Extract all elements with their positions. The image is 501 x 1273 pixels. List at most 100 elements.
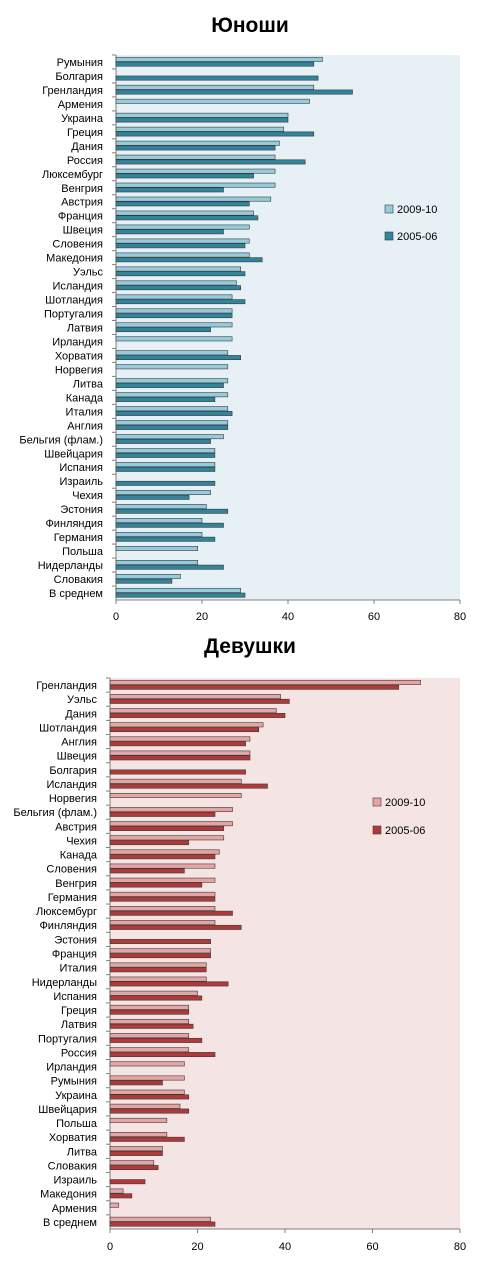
bar-series1 — [109, 1216, 211, 1222]
category-label: Литва — [73, 378, 104, 390]
x-tick-label: 0 — [107, 1241, 113, 1253]
bar-series2 — [109, 1193, 133, 1199]
bar-series1 — [109, 877, 216, 883]
category-label: Ирландия — [52, 336, 103, 348]
bar-series2 — [109, 995, 203, 1001]
category-label: Швеция — [63, 225, 103, 237]
bar-series2 — [115, 187, 224, 193]
category-label: Армения — [58, 99, 103, 111]
legend-label: 2009-10 — [397, 204, 437, 216]
bar-series1 — [115, 322, 233, 328]
bar-series1 — [115, 560, 198, 565]
category-label: Венгрия — [55, 878, 97, 890]
category-label: Эстония — [54, 934, 97, 946]
bar-series2 — [109, 1080, 163, 1086]
category-label: Уэльс — [73, 267, 104, 279]
bar-series2 — [109, 769, 246, 775]
bar-series2 — [109, 1165, 159, 1171]
bar-series2 — [115, 257, 263, 263]
bar-series1 — [115, 378, 229, 384]
bar-series1 — [115, 126, 284, 132]
bar-series1 — [115, 434, 224, 440]
bar-series1 — [109, 736, 251, 742]
bar-series1 — [115, 210, 254, 216]
category-label: В среднем — [43, 1217, 97, 1229]
bar-series1 — [115, 587, 241, 593]
x-tick-label: 0 — [113, 611, 119, 623]
bar-series1 — [115, 112, 289, 118]
category-label: Словения — [52, 239, 103, 251]
category-label: Литва — [67, 1146, 98, 1158]
bar-series2 — [115, 397, 216, 402]
x-tick-label: 80 — [454, 611, 466, 623]
legend-label: 2005-06 — [385, 825, 425, 837]
bar-series1 — [115, 364, 229, 370]
bar-series2 — [115, 438, 211, 444]
bar-series2 — [109, 1136, 185, 1142]
category-label: Эстония — [60, 504, 103, 516]
bar-series2 — [115, 466, 216, 472]
bar-series1 — [109, 849, 220, 855]
category-label: Швейцария — [44, 448, 103, 460]
bar-series1 — [109, 1033, 190, 1039]
category-label: Австрия — [61, 197, 103, 209]
category-label: Чехия — [66, 835, 97, 847]
category-label: Канада — [60, 850, 98, 862]
bar-series2 — [109, 953, 211, 959]
bar-series1 — [109, 835, 225, 841]
bar-series1 — [109, 750, 251, 756]
bar-series1 — [115, 573, 181, 579]
bar-series1 — [109, 1047, 190, 1053]
category-label: Венгрия — [61, 183, 103, 195]
bar-series2 — [109, 1023, 194, 1029]
bar-series1 — [109, 962, 207, 968]
bar-series2 — [109, 755, 251, 761]
bar-series2 — [115, 480, 216, 486]
bar-series1 — [109, 1103, 181, 1109]
bar-series2 — [109, 1009, 190, 1015]
bar-series2 — [115, 271, 246, 277]
bar-series2 — [115, 578, 173, 584]
bar-series1 — [115, 280, 237, 286]
bar-series2 — [109, 713, 286, 718]
category-label: Россия — [67, 155, 103, 167]
bar-series1 — [109, 863, 216, 869]
category-label: Армения — [52, 1203, 97, 1215]
bar-series1 — [109, 1202, 120, 1208]
bar-series1 — [115, 308, 233, 314]
category-label: Испания — [59, 462, 103, 474]
bar-series1 — [115, 504, 207, 509]
bar-series2 — [109, 826, 225, 831]
category-label: Болгария — [49, 765, 97, 777]
category-label: Норвегия — [55, 364, 103, 376]
category-label: Нидерланды — [32, 977, 97, 989]
category-label: Израиль — [60, 476, 104, 488]
category-label: Македония — [46, 253, 103, 265]
category-label: Канада — [66, 392, 104, 404]
bar-series2 — [109, 1221, 216, 1227]
bar-series1 — [109, 906, 216, 911]
bar-series2 — [109, 727, 260, 733]
legend-label: 2005-06 — [397, 231, 437, 243]
category-label: Финляндия — [45, 518, 103, 530]
bar-series1 — [109, 821, 233, 827]
bar-series2 — [115, 89, 353, 95]
category-label: Франция — [52, 949, 97, 961]
bar-series1 — [109, 679, 421, 685]
bar-series2 — [109, 854, 216, 860]
bar-series1 — [109, 1004, 190, 1010]
category-label: Латвия — [61, 1019, 97, 1031]
bar-series1 — [115, 56, 323, 62]
category-label: Швейцария — [38, 1104, 97, 1116]
bar-series2 — [109, 896, 216, 902]
bar-series2 — [109, 698, 290, 704]
bar-series1 — [109, 694, 281, 699]
bar-series1 — [109, 1132, 168, 1137]
category-label: Румыния — [57, 57, 103, 69]
bar-series2 — [109, 868, 185, 874]
bar-series1 — [115, 154, 276, 160]
bar-series2 — [109, 1094, 190, 1100]
bar-series2 — [115, 383, 224, 388]
category-label: Уэльс — [67, 694, 98, 706]
category-label: Словакия — [48, 1160, 97, 1172]
